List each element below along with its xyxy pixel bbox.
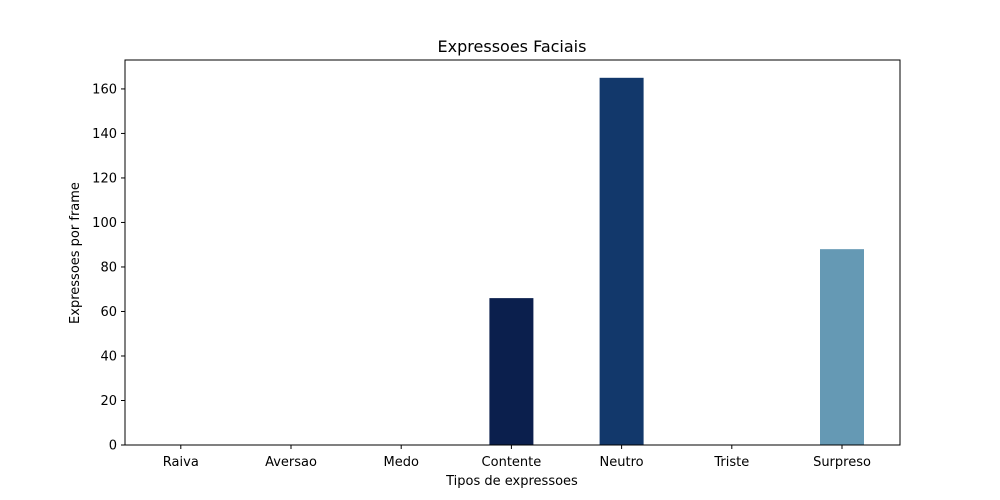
x-axis-label: Tipos de expressoes — [445, 474, 578, 489]
chart-title: Expressoes Faciais — [438, 37, 587, 56]
x-tick-label: Aversao — [265, 455, 317, 470]
y-tick-label: 120 — [92, 171, 117, 186]
y-tick-label: 0 — [109, 439, 117, 454]
y-tick-label: 100 — [92, 216, 117, 231]
plot-frame — [124, 59, 901, 446]
y-tick-label: 80 — [100, 260, 117, 275]
y-tick-label: 60 — [100, 305, 117, 320]
bar-neutro — [599, 77, 644, 445]
x-tick-label: Neutro — [600, 455, 644, 470]
x-tick-label: Surpreso — [813, 455, 871, 470]
y-axis-label: Expressoes por frame — [68, 182, 83, 324]
y-tick-label: 160 — [92, 82, 117, 97]
x-tick-label: Medo — [383, 455, 418, 470]
x-tick-label: Triste — [713, 455, 749, 470]
y-tick-label: 40 — [100, 349, 117, 364]
bar-contente — [489, 298, 534, 445]
x-tick-label: Contente — [482, 455, 542, 470]
plot-area: 0 20 40 60 80 100 120 140 160 Raiva Aversao Medo Con… — [92, 77, 871, 470]
y-tick-label: 140 — [92, 127, 117, 142]
y-tick-label: 20 — [100, 394, 117, 409]
bar-surpreso — [820, 249, 864, 445]
x-tick-label: Raiva — [163, 455, 199, 470]
